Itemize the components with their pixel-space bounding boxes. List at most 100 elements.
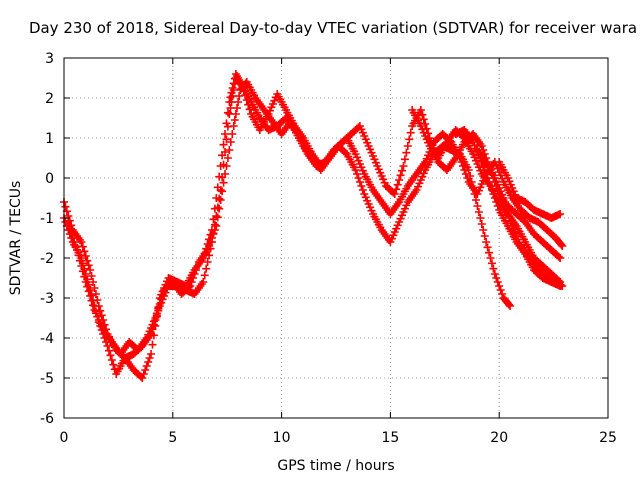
data-point (486, 182, 495, 190)
grid-lines (64, 58, 608, 418)
data-point (225, 146, 234, 154)
data-point (80, 247, 89, 256)
data-point (139, 370, 148, 378)
y-tick-label: 0 (45, 171, 54, 187)
data-point (476, 214, 485, 222)
data-point (81, 278, 90, 286)
data-point (226, 138, 235, 146)
data-point (148, 340, 157, 349)
data-point (498, 290, 507, 298)
data-point (71, 242, 80, 250)
y-tick-label: -1 (40, 211, 54, 227)
y-axis-label: SDTVAR / TECUs (8, 181, 24, 296)
data-point (70, 238, 79, 246)
data-point (477, 220, 486, 228)
data-point (68, 234, 77, 242)
data-point (91, 290, 100, 298)
data-point (487, 186, 496, 194)
data-point (485, 178, 494, 186)
data-point (556, 210, 565, 218)
data-point (485, 248, 494, 257)
data-point (490, 270, 499, 278)
data-point (355, 178, 364, 186)
data-point (554, 252, 563, 261)
y-tick-label: -6 (40, 411, 54, 427)
data-point (504, 300, 513, 309)
data-point (147, 350, 156, 358)
data-point (490, 194, 499, 202)
data-point (223, 154, 232, 162)
data-point (477, 142, 486, 150)
data-point (487, 259, 496, 268)
y-tick-label: -2 (40, 251, 54, 267)
data-point (506, 302, 515, 310)
data-point (86, 266, 95, 274)
chart-title: Day 230 of 2018, Sidereal Day-to-day VTE… (29, 19, 637, 37)
x-axis-label: GPS time / hours (277, 458, 394, 474)
data-point (210, 226, 219, 234)
data-point (231, 110, 240, 118)
data-point (213, 183, 222, 192)
data-point (399, 162, 408, 170)
y-tick-label: -5 (40, 371, 54, 387)
data-point (83, 282, 92, 291)
x-tick-label: 10 (273, 430, 291, 446)
data-point (235, 92, 244, 100)
data-point (245, 105, 254, 114)
data-point (489, 264, 498, 273)
data-point (219, 140, 228, 149)
data-point (184, 283, 193, 292)
data-point (222, 135, 231, 144)
data-point (190, 270, 199, 278)
x-tick-label: 15 (381, 430, 399, 446)
data-point (483, 243, 492, 252)
data-point (460, 166, 469, 174)
data-point (390, 190, 399, 198)
x-axis: 0 5 10 15 20 25 (60, 58, 617, 446)
data-point (482, 238, 491, 246)
data-point (358, 186, 367, 194)
data-point (73, 246, 82, 254)
data-point (84, 287, 93, 296)
x-tick-label: 0 (60, 430, 69, 446)
data-point (209, 215, 218, 224)
data-point (499, 194, 508, 202)
data-point (482, 170, 491, 178)
data-point (87, 272, 96, 280)
data-point (83, 256, 92, 265)
plot-border (63, 57, 609, 419)
data-point (495, 282, 504, 290)
data-point (223, 108, 232, 117)
data-point (556, 254, 565, 262)
data-point (461, 170, 470, 178)
data-point (215, 204, 224, 213)
data-point (463, 174, 472, 182)
data-point (483, 174, 492, 182)
data-point (206, 238, 215, 246)
data-point (222, 119, 231, 128)
data-point (209, 230, 218, 238)
data-point (107, 356, 116, 364)
data-point (218, 151, 227, 160)
data-point (471, 196, 480, 204)
data-point (405, 135, 414, 144)
data-point (216, 196, 225, 204)
data-point (419, 115, 428, 124)
data-point (357, 182, 366, 190)
x-tick-label: 25 (599, 430, 617, 446)
data-point (493, 278, 502, 286)
data-point (232, 104, 241, 112)
data-point (242, 96, 251, 104)
data-point (353, 170, 362, 178)
data-point (398, 166, 407, 175)
data-point (203, 258, 212, 266)
data-point (403, 142, 412, 150)
data-point (90, 284, 99, 292)
data-point (226, 93, 235, 102)
data-point (189, 274, 198, 282)
data-marks (60, 70, 567, 382)
data-point (104, 346, 113, 355)
data-point (506, 217, 515, 226)
data-point (80, 272, 89, 281)
data-point (142, 362, 151, 370)
